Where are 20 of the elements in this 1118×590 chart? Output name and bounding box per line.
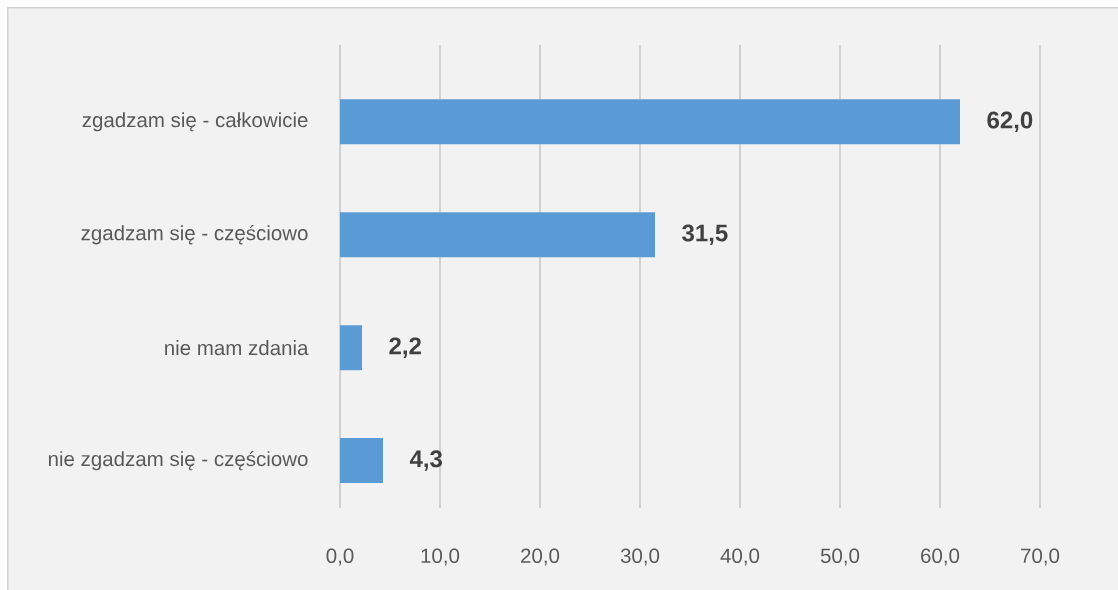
bar (340, 212, 655, 258)
x-tick-label: 20,0 (521, 548, 560, 566)
x-tick-label: 70,0 (1021, 548, 1060, 566)
data-label: 2,2 (389, 337, 421, 358)
x-tick-label: 60,0 (921, 548, 960, 566)
x-tick-label: 40,0 (720, 548, 760, 566)
data-label: 31,5 (682, 224, 728, 245)
bar (340, 99, 960, 145)
x-tick-label: 30,0 (620, 548, 660, 566)
y-tick-label: zgadzam się - częściowo (81, 225, 308, 245)
y-tick-label: nie zgadzam się - częściowo (48, 450, 308, 471)
x-tick-label: 10,0 (421, 548, 460, 566)
data-label: 62,0 (987, 111, 1033, 133)
bar (340, 325, 362, 371)
x-tick-label: 50,0 (820, 548, 860, 566)
y-tick-label: nie mam zdania (165, 340, 309, 356)
x-tick-label: 0,0 (326, 548, 354, 566)
bar (340, 438, 383, 484)
y-tick-label: zgadzam się - całkowicie (82, 112, 308, 132)
data-label: 4,3 (409, 450, 443, 471)
